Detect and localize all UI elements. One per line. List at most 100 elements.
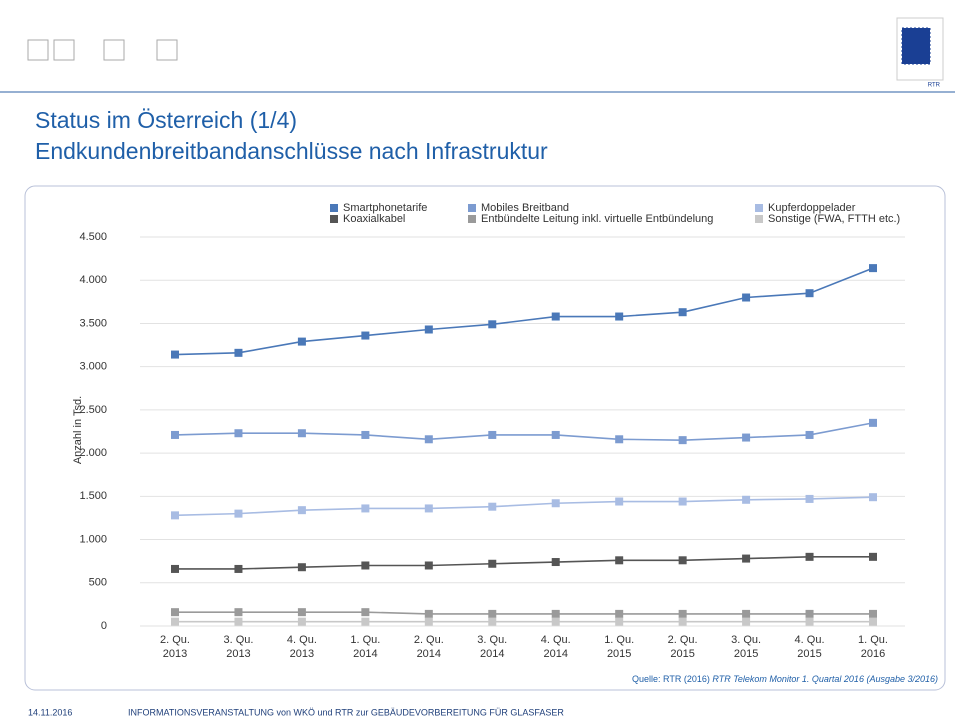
series-marker — [297, 608, 306, 617]
series-marker — [424, 617, 433, 626]
nav-box — [103, 39, 125, 61]
logo-label: RTR — [928, 83, 941, 89]
series-marker — [171, 511, 179, 520]
series-marker — [234, 608, 243, 617]
series-marker — [615, 312, 624, 321]
series-marker — [869, 264, 877, 273]
series-marker — [551, 312, 560, 321]
legend-label: Mobiles Breitband — [481, 202, 569, 214]
series-marker — [805, 609, 814, 618]
series-marker — [551, 617, 560, 626]
series-marker — [742, 609, 751, 618]
series-marker — [805, 430, 814, 439]
series-marker — [742, 293, 751, 302]
series-line — [175, 556, 873, 570]
series-marker — [678, 308, 687, 317]
series-marker — [678, 556, 687, 565]
series-marker — [615, 435, 624, 444]
series-marker — [551, 430, 560, 439]
series-marker — [361, 504, 370, 513]
series-marker — [805, 617, 814, 626]
series-marker — [424, 435, 433, 444]
nav-box — [156, 39, 178, 61]
legend-swatch — [468, 204, 476, 212]
series-marker — [742, 495, 751, 504]
y-tick-label: 4.500 — [79, 231, 107, 243]
series-marker — [551, 499, 560, 508]
y-tick-label: 2.500 — [79, 404, 107, 416]
series-marker — [678, 436, 687, 445]
y-tick-label: 3.500 — [79, 317, 107, 329]
series-marker — [488, 430, 497, 439]
series-marker — [678, 609, 687, 618]
series-marker — [424, 561, 433, 570]
series-marker — [361, 331, 370, 340]
series-marker — [551, 558, 560, 567]
series-marker — [361, 617, 370, 626]
series-marker — [615, 556, 624, 565]
series-marker — [424, 504, 433, 513]
series-marker — [171, 608, 179, 617]
series-marker — [171, 430, 179, 439]
series-marker — [171, 564, 179, 573]
legend-label: Entbündelte Leitung inkl. virtuelle Entb… — [481, 213, 713, 225]
series-marker — [615, 617, 624, 626]
series-marker — [424, 325, 433, 334]
series-marker — [869, 609, 877, 618]
y-tick-label: 0 — [101, 620, 107, 632]
series-marker — [424, 609, 433, 618]
series-marker — [488, 609, 497, 618]
series-marker — [297, 617, 306, 626]
series-marker — [869, 418, 877, 427]
legend-swatch — [330, 204, 338, 212]
y-tick-label: 1.500 — [79, 490, 107, 502]
series-marker — [361, 561, 370, 570]
x-tick-label: 1. Qu. 2016 — [858, 634, 888, 660]
y-tick-label: 1.000 — [79, 533, 107, 545]
series-marker — [615, 497, 624, 506]
series-marker — [488, 617, 497, 626]
nav-box — [27, 39, 49, 61]
series-marker — [171, 617, 179, 626]
series-line — [174, 496, 874, 517]
legend-swatch — [755, 204, 763, 212]
source-prefix: Quelle: RTR (2016) — [632, 674, 710, 684]
plot: 0 500 1.000 1.500 2.000 2.500 3.000 3.500 4.000 4… — [79, 202, 905, 660]
series-marker — [678, 497, 687, 506]
series-marker — [234, 617, 243, 626]
legend-swatch — [755, 215, 763, 223]
series-marker — [615, 609, 624, 618]
x-tick-label: 3. Qu. 2015 — [731, 634, 761, 660]
series-marker — [234, 564, 243, 573]
title: Status im Österreich (1/4) — [35, 107, 297, 133]
series-marker — [742, 617, 751, 626]
series-marker — [361, 430, 370, 439]
source: Quelle: RTR (2016) RTR Telekom Monitor 1… — [632, 674, 938, 684]
series-marker — [805, 494, 814, 503]
series-marker — [742, 433, 751, 442]
series-marker — [678, 617, 687, 626]
x-tick-label: 3. Qu. 2014 — [477, 634, 507, 660]
series-marker — [297, 563, 306, 572]
series-marker — [234, 348, 243, 357]
y-axis-label: Anzahl in Tsd. — [72, 396, 84, 464]
y-tick-label: 4.000 — [79, 274, 107, 286]
series-marker — [234, 429, 243, 438]
series-line — [174, 422, 874, 441]
series-marker — [297, 506, 306, 515]
series-line — [174, 267, 874, 356]
legend-swatch — [468, 215, 476, 223]
footer-date: 14.11.2016 — [28, 707, 72, 717]
series-marker — [869, 552, 877, 561]
series-marker — [361, 608, 370, 617]
series-marker — [551, 609, 560, 618]
x-tick-label: 4. Qu. 2014 — [541, 634, 571, 660]
x-tick-label: 3. Qu. 2013 — [223, 634, 253, 660]
series-line — [175, 611, 873, 615]
series-marker — [869, 617, 877, 626]
x-tick-label: 1. Qu. 2015 — [604, 634, 634, 660]
series-marker — [742, 554, 751, 563]
series-marker — [171, 350, 179, 359]
x-tick-label: 2. Qu. 2014 — [414, 634, 444, 660]
